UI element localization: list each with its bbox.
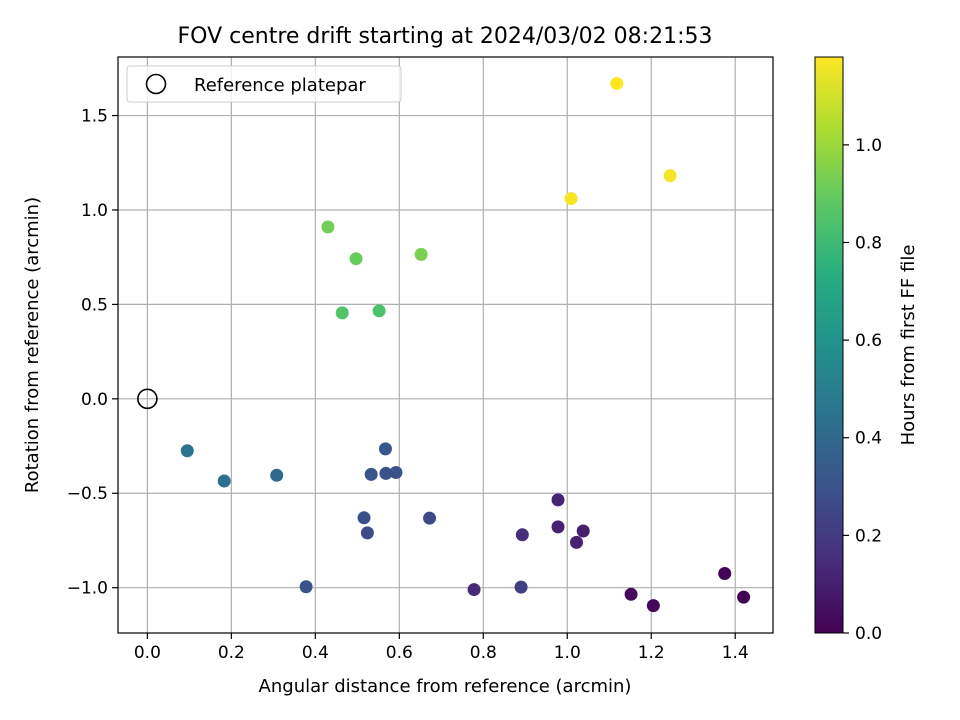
x-tick-label: 0.8 [470,643,497,663]
scatter-point [378,442,392,456]
scatter-point [610,76,624,90]
scatter-point [663,169,677,183]
scatter-point [360,526,374,540]
scatter-point [389,465,403,479]
scatter-point [335,306,349,320]
scatter-point [270,468,284,482]
scatter-point [372,304,386,318]
y-tick-label: 0.0 [81,390,108,410]
scatter-point [624,587,638,601]
x-tick-label: 0.2 [218,643,245,663]
scatter-point [217,474,231,488]
scatter-point [321,220,335,234]
colorbar-ticks: 0.0 0.2 0.4 0.6 0.8 1.0 [843,136,882,644]
scatter-point [467,583,481,597]
x-tick-label: 0.4 [302,643,329,663]
y-tick-label: 1.5 [81,107,108,127]
y-tick-label: 0.5 [81,295,108,315]
x-tick-label: 1.4 [722,643,749,663]
scatter-point [718,567,732,581]
colorbar-tick-label: 0.2 [855,526,882,546]
scatter-point [349,252,363,266]
colorbar: 0.0 0.2 0.4 0.6 0.8 1.0 Hours from first FF f… [814,56,919,644]
colorbar-tick-label: 0.4 [855,429,882,449]
x-axis-label: Angular distance from reference (arcmin) [259,676,632,697]
legend-box [126,65,402,103]
y-axis-label: Rotation from reference (arcmin) [22,197,43,493]
scatter-point [180,444,194,458]
x-tick-label: 0.0 [134,643,161,663]
scatter-point [357,511,371,525]
scatter-point [414,247,428,261]
x-axis: 0.0 0.2 0.4 0.6 0.8 1.0 1.2 1.4 [134,633,749,663]
scatter-point [515,528,529,542]
chart-title: FOV centre drift starting at 2024/03/02 … [178,24,713,49]
scatter-points [137,76,751,613]
scatter-point [379,466,393,480]
reference-point-marker [137,388,158,410]
scatter-point [564,192,578,206]
legend-marker [145,73,167,95]
colorbar-tick-label: 0.0 [855,624,882,644]
scatter-point [737,590,751,604]
scatter-point [646,599,660,613]
y-tick-label: −0.5 [67,484,108,504]
scatter-point [423,511,437,525]
colorbar-tick-label: 0.6 [855,331,882,351]
colorbar-tick-label: 0.8 [855,233,882,253]
scatter-point [514,580,528,594]
scatter-point [551,520,565,534]
legend-label: Reference platepar [194,75,366,96]
colorbar-gradient [814,56,844,634]
y-axis: −1.0 −0.5 0.0 0.5 1.0 1.5 [67,107,118,599]
x-tick-label: 1.2 [638,643,665,663]
scatter-point [364,467,378,481]
scatter-point [299,580,313,594]
x-tick-label: 0.6 [386,643,413,663]
scatter-point [551,493,565,507]
plot-frame [117,56,774,634]
scatter-point [570,535,583,549]
scatter-point [576,524,590,538]
x-tick-label: 1.0 [554,643,581,663]
colorbar-label: Hours from first FF file [898,245,919,446]
y-tick-label: −1.0 [67,579,108,599]
colorbar-tick-label: 1.0 [855,136,882,156]
grid [118,57,773,633]
y-tick-label: 1.0 [81,201,108,221]
legend: Reference platepar [126,65,402,103]
plot-background [118,57,773,633]
